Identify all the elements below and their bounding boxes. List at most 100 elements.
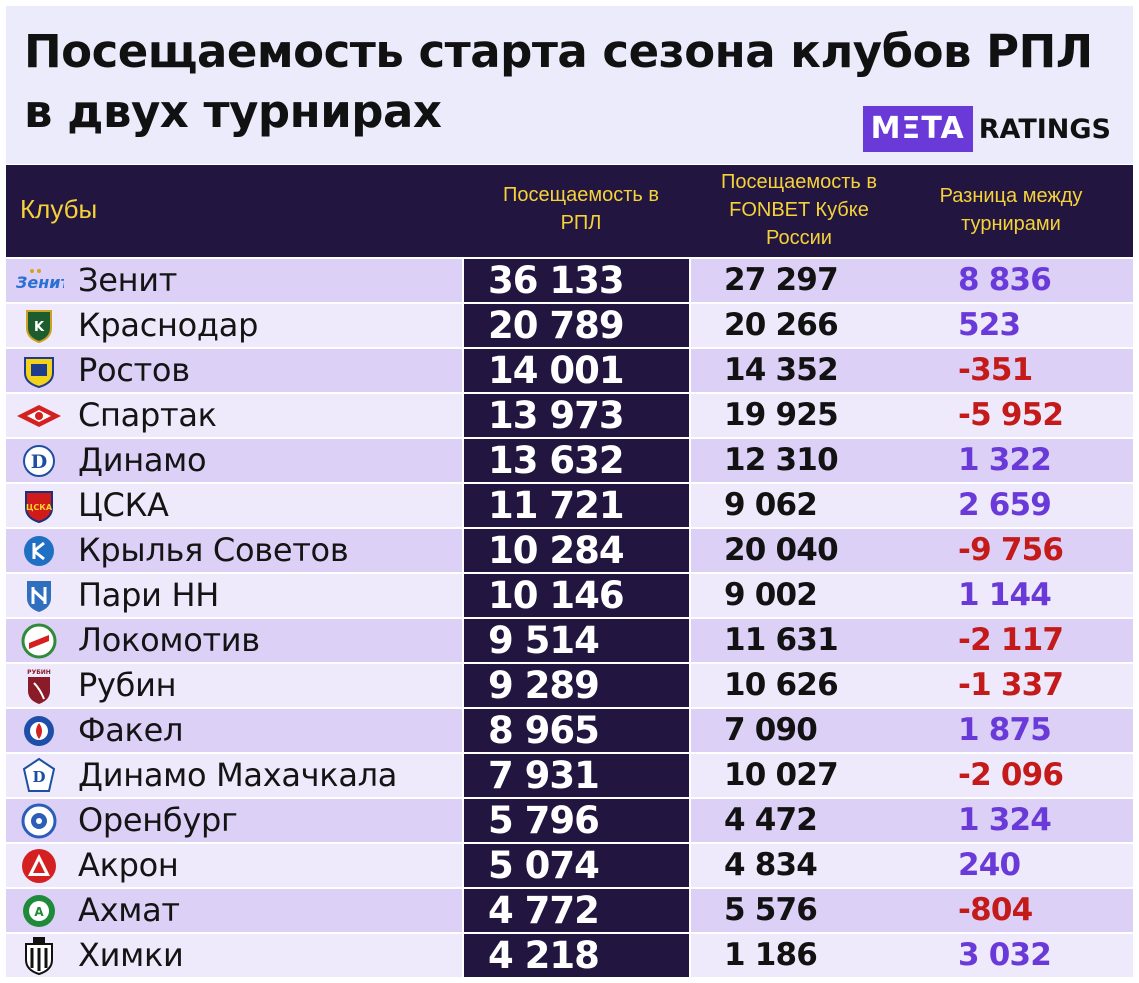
difference-value: 1 324	[958, 799, 1051, 842]
row-club-background	[6, 394, 462, 437]
club-name: Зенит	[78, 259, 177, 302]
club-name: Спартак	[78, 394, 217, 437]
table-row: Ростов 14 001 14 352 -351	[6, 349, 1133, 392]
club-name: Крылья Советов	[78, 529, 348, 572]
difference-value: 523	[958, 304, 1020, 347]
difference-value: 1 875	[958, 709, 1051, 752]
logo-box: MΞTA	[863, 106, 973, 152]
difference-value: -804	[958, 889, 1032, 932]
club-name: Ахмат	[78, 889, 180, 932]
rostov-logo-icon	[14, 352, 64, 389]
club-name: Динамо	[78, 439, 206, 482]
svg-text:D: D	[32, 768, 45, 786]
row-club-background	[6, 574, 462, 617]
lokomotiv-logo-icon	[14, 622, 64, 659]
difference-value: 2 659	[958, 484, 1051, 527]
difference-value: -2 096	[958, 754, 1063, 797]
column-header-rpl: Посещаемость в РПЛ	[468, 181, 694, 237]
rpl-attendance-value: 4 772	[488, 889, 599, 932]
pari-nn-logo-icon	[14, 577, 64, 614]
club-name: Оренбург	[78, 799, 238, 842]
cup-attendance-value: 10 027	[724, 754, 838, 797]
club-name: ЦСКА	[78, 484, 169, 527]
cup-attendance-value: 11 631	[724, 619, 838, 662]
svg-text:A: A	[34, 905, 44, 919]
column-header-diff-l2: турнирами	[906, 210, 1116, 238]
table-row: A Ахмат 4 772 5 576 -804	[6, 889, 1133, 932]
krasnodar-logo-icon: K	[14, 307, 64, 344]
logo-text: RATINGS	[979, 114, 1111, 145]
rpl-attendance-value: 10 284	[488, 529, 624, 572]
svg-text:D: D	[31, 451, 47, 473]
difference-value: 1 144	[958, 574, 1051, 617]
table-row: Акрон 5 074 4 834 240	[6, 844, 1133, 887]
table-row: K Краснодар 20 789 20 266 523	[6, 304, 1133, 347]
column-header-rpl-l2: РПЛ	[468, 209, 694, 237]
club-name: Химки	[78, 934, 184, 977]
meta-ratings-logo: MΞTA RATINGS	[863, 106, 1111, 152]
club-name: Рубин	[78, 664, 176, 707]
difference-value: -351	[958, 349, 1032, 392]
table-row: Пари НН 10 146 9 002 1 144	[6, 574, 1133, 617]
row-club-background	[6, 889, 462, 932]
difference-value: 3 032	[958, 934, 1051, 977]
club-name: Краснодар	[78, 304, 258, 347]
rpl-attendance-value: 7 931	[488, 754, 599, 797]
cup-attendance-value: 1 186	[724, 934, 817, 977]
rpl-attendance-value: 13 632	[488, 439, 624, 482]
rpl-attendance-value: 20 789	[488, 304, 624, 347]
difference-value: -1 337	[958, 664, 1063, 707]
table-row: РУБИН Рубин 9 289 10 626 -1 337	[6, 664, 1133, 707]
svg-text:K: K	[34, 320, 45, 335]
cup-attendance-value: 9 002	[724, 574, 817, 617]
rpl-attendance-value: 36 133	[488, 259, 624, 302]
cup-attendance-value: 20 040	[724, 529, 838, 572]
row-club-background	[6, 484, 462, 527]
rpl-attendance-value: 9 514	[488, 619, 599, 662]
akhmat-logo-icon: A	[14, 892, 64, 929]
cup-attendance-value: 27 297	[724, 259, 838, 302]
svg-text:ЦСКА: ЦСКА	[26, 503, 53, 512]
cup-attendance-value: 20 266	[724, 304, 838, 347]
table-row: Локомотив 9 514 11 631 -2 117	[6, 619, 1133, 662]
club-name: Локомотив	[78, 619, 260, 662]
rpl-attendance-value: 11 721	[488, 484, 624, 527]
difference-value: -5 952	[958, 394, 1063, 437]
column-header-diff: Разница между турнирами	[906, 182, 1116, 238]
table-row: D Динамо Махачкала 7 931 10 027 -2 096	[6, 754, 1133, 797]
rpl-attendance-value: 14 001	[488, 349, 624, 392]
cska-logo-icon: ЦСКА	[14, 487, 64, 524]
dynamo-makhachkala-logo-icon: D	[14, 757, 64, 794]
cup-attendance-value: 9 062	[724, 484, 817, 527]
table-row: Факел 8 965 7 090 1 875	[6, 709, 1133, 752]
table-row: Спартак 13 973 19 925 -5 952	[6, 394, 1133, 437]
khimki-logo-icon	[14, 937, 64, 974]
cup-attendance-value: 14 352	[724, 349, 838, 392]
column-header-diff-l1: Разница между	[906, 182, 1116, 210]
club-name: Ростов	[78, 349, 190, 392]
rpl-attendance-value: 9 289	[488, 664, 599, 707]
header: Посещаемость старта сезона клубов РПЛ в …	[6, 6, 1133, 164]
table-row: ЦСКА ЦСКА 11 721 9 062 2 659	[6, 484, 1133, 527]
row-club-background	[6, 664, 462, 707]
rpl-attendance-value: 8 965	[488, 709, 599, 752]
rpl-attendance-value: 13 973	[488, 394, 624, 437]
cup-attendance-value: 10 626	[724, 664, 838, 707]
club-name: Факел	[78, 709, 183, 752]
cup-attendance-value: 4 834	[724, 844, 817, 887]
rpl-attendance-value: 5 074	[488, 844, 599, 887]
table-row: Крылья Советов 10 284 20 040 -9 756	[6, 529, 1133, 572]
row-club-background	[6, 934, 462, 977]
zenit-logo-icon: Зенит	[14, 262, 64, 299]
difference-value: 240	[958, 844, 1020, 887]
akron-logo-icon	[14, 847, 64, 884]
dynamo-logo-icon: D	[14, 442, 64, 479]
cup-attendance-value: 4 472	[724, 799, 817, 842]
column-header-cup: Посещаемость в FONBET Кубке России	[694, 168, 904, 252]
table-row: D Динамо 13 632 12 310 1 322	[6, 439, 1133, 482]
difference-value: 1 322	[958, 439, 1051, 482]
cup-attendance-value: 7 090	[724, 709, 817, 752]
rpl-attendance-value: 4 218	[488, 934, 599, 977]
cup-attendance-value: 12 310	[724, 439, 838, 482]
fakel-logo-icon	[14, 712, 64, 749]
